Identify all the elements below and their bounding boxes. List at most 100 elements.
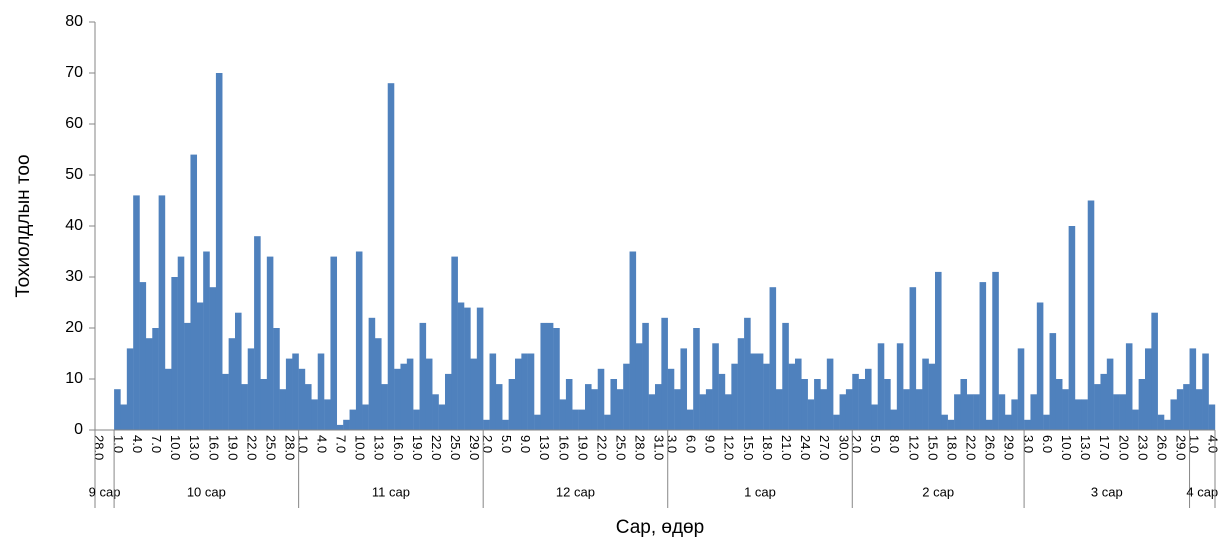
bar [1113,394,1120,430]
bar [165,368,172,430]
x-tick-label: 3.0 [1021,435,1036,453]
x-tick-label: 4.0 [130,435,145,453]
bar [1017,348,1025,430]
bar [623,363,630,430]
bar [718,373,726,430]
bar [177,256,185,430]
x-tick-label: 25.0 [614,435,629,460]
x-tick-label: 28.0 [92,435,107,460]
x-tick-label: 16.0 [391,435,406,460]
bar [871,404,878,430]
bar [419,322,427,430]
bar [865,368,872,430]
bar [807,399,815,430]
x-tick-label: 29.0 [1174,435,1189,460]
x-tick-label: 22.0 [964,435,979,460]
bar [737,338,745,430]
bar [712,343,719,430]
bar [985,419,993,430]
bar [394,368,401,430]
x-tick-label: 23.0 [1135,435,1150,460]
bar [1170,399,1178,430]
x-tick-label: 24.0 [798,435,813,460]
bar [133,195,140,430]
bar [483,419,490,430]
bar [1094,384,1101,430]
x-tick-label: 15.0 [925,435,940,460]
bar [273,328,280,430]
bar [425,358,433,430]
bar [884,379,891,430]
x-tick-label: 1.0 [111,435,126,453]
bar [788,363,796,430]
x-tick-label: 18.0 [944,435,959,460]
bar [381,384,388,430]
bar [635,343,643,430]
month-label: 12 сар [556,484,595,499]
bar [960,379,968,430]
x-tick-label: 4.0 [314,435,329,453]
bar [432,394,439,430]
month-label: 3 сар [1091,484,1123,499]
bar [909,287,917,430]
bar [922,358,929,430]
bar [451,256,458,430]
bar [992,271,999,430]
y-tick-label: 20 [65,319,83,336]
bar [782,322,789,430]
x-tick-label: 22.0 [429,435,444,460]
bar [731,363,738,430]
bar [629,251,637,430]
bar [1125,343,1133,430]
bar [750,353,758,430]
bar [285,358,293,430]
bar [1183,384,1190,430]
bar [515,358,522,430]
x-tick-label: 27.0 [817,435,832,460]
bar [502,419,509,430]
bar [1164,419,1171,430]
bar [966,394,974,430]
x-tick-label: 22.0 [594,435,609,460]
x-tick-label: 20.0 [1116,435,1131,460]
bar [1087,200,1095,430]
bar [565,379,573,430]
bar [1043,414,1050,430]
month-label: 10 сар [187,484,226,499]
bar [1106,358,1114,430]
bar [235,312,242,430]
x-tick-label: 9.0 [518,435,533,453]
x-tick-label: 16.0 [206,435,221,460]
bar [559,399,567,430]
x-tick-label: 10.0 [353,435,368,460]
bar [833,414,840,430]
x-tick-label: 21.0 [779,435,794,460]
bar [362,404,369,430]
x-tick-label: 28.0 [633,435,648,460]
bar [1075,399,1082,430]
x-tick-label: 4.0 [1205,435,1220,453]
x-tick-label: 5.0 [868,435,883,453]
bar [1100,373,1108,430]
bar [686,409,694,430]
bar [1195,389,1203,430]
bar [1119,394,1127,430]
bar [387,83,395,430]
bar [585,384,592,430]
y-tick-label: 50 [65,166,83,183]
bar [158,195,166,430]
bar [330,256,338,430]
bar [508,379,516,430]
bar [311,399,318,430]
bar [120,404,128,430]
x-tick-label: 1.0 [1186,435,1201,453]
bar [935,271,942,430]
bar [1055,379,1063,430]
x-tick-label: 17.0 [1097,435,1112,460]
month-label: 9 сар [89,484,121,499]
y-tick-label: 10 [65,370,83,387]
x-tick-label: 6.0 [684,435,699,453]
x-tick-label: 13.0 [537,435,552,460]
y-tick-label: 70 [65,64,83,81]
bar [343,419,350,430]
